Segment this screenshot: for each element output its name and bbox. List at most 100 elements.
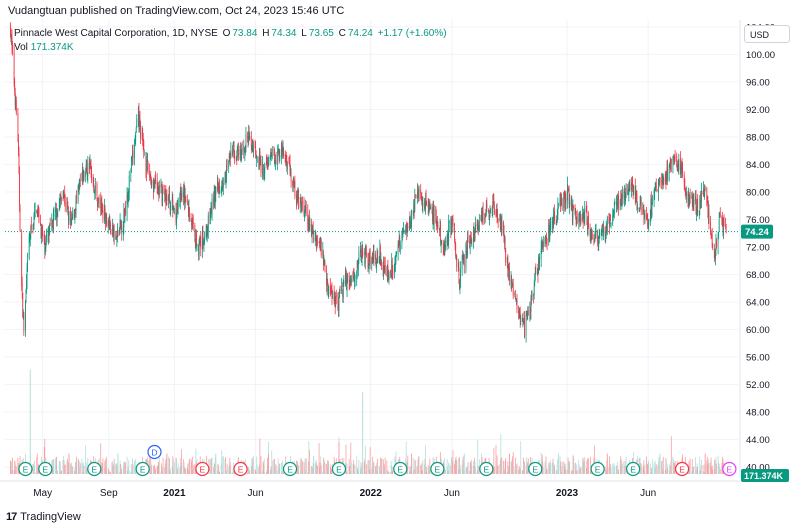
candle-body xyxy=(722,217,723,223)
candle-body xyxy=(322,249,324,256)
candle-body xyxy=(82,168,83,177)
candle-body xyxy=(41,226,43,233)
candle-body xyxy=(70,211,72,226)
candle-body xyxy=(162,191,163,205)
candle-body xyxy=(184,194,186,208)
candle-body xyxy=(435,206,437,216)
candle-body xyxy=(183,185,185,198)
candle-body xyxy=(515,299,517,300)
candle-body xyxy=(244,146,246,150)
x-tick-label: May xyxy=(33,488,52,499)
candle-body xyxy=(594,235,596,241)
candle-body xyxy=(624,191,626,199)
candle-body xyxy=(395,260,396,265)
candle-body xyxy=(489,209,491,215)
candle-body xyxy=(217,180,219,187)
candle-body xyxy=(642,208,644,214)
candle-body xyxy=(541,241,543,243)
candle-body xyxy=(575,211,576,214)
candle-body xyxy=(477,221,479,229)
event-marker-label: E xyxy=(238,464,244,474)
candle-body xyxy=(476,222,478,227)
currency-button[interactable]: USD xyxy=(744,25,790,43)
candle-body xyxy=(674,156,676,159)
candle-body xyxy=(201,231,203,250)
candle-body xyxy=(466,252,468,254)
candle-body xyxy=(512,285,514,286)
candle-body xyxy=(132,151,133,159)
candle-body xyxy=(221,183,223,186)
candle-body xyxy=(169,206,171,210)
candle-body xyxy=(667,165,668,180)
candle-body xyxy=(68,212,70,221)
candle-body xyxy=(263,167,265,178)
candle-body xyxy=(185,195,187,201)
candle-body xyxy=(184,188,186,205)
candle-body xyxy=(446,239,448,244)
candle-body xyxy=(147,162,149,171)
candle-body xyxy=(402,230,404,235)
candle-body xyxy=(670,159,672,165)
candle-body xyxy=(432,206,434,222)
candle-body xyxy=(258,159,260,169)
candle-body xyxy=(540,248,542,260)
candle-body xyxy=(85,164,87,169)
candle-body xyxy=(90,163,91,165)
y-tick-label: 76.00 xyxy=(746,215,770,226)
candle-body xyxy=(383,259,385,271)
candle-body xyxy=(232,152,233,155)
candle-body xyxy=(353,272,354,275)
candle-body xyxy=(70,220,72,225)
candle-body xyxy=(572,206,574,218)
candle-body xyxy=(680,167,682,172)
candle-body xyxy=(194,225,196,240)
candle-body xyxy=(126,195,128,215)
candle-body xyxy=(721,215,723,220)
event-marker-label: E xyxy=(630,464,636,474)
candle-body xyxy=(640,199,642,204)
candle-body xyxy=(421,197,423,203)
candle-body xyxy=(128,190,130,195)
candle-body xyxy=(172,199,174,210)
candle-body xyxy=(243,148,245,151)
candle-body xyxy=(698,211,700,214)
candle-body xyxy=(383,260,385,273)
candle-body xyxy=(339,289,340,298)
x-tick-label: Jun xyxy=(248,488,264,499)
candle-body xyxy=(636,193,638,207)
candle-body xyxy=(169,192,170,204)
candle-body xyxy=(318,241,320,243)
candle-body xyxy=(61,198,62,200)
candle-body xyxy=(106,218,108,226)
candle-body xyxy=(121,226,123,233)
candle-body xyxy=(598,240,600,247)
candle-body xyxy=(407,226,409,229)
candle-body xyxy=(93,190,95,194)
candle-body xyxy=(670,159,672,169)
candle-body xyxy=(564,199,566,208)
candle-body xyxy=(256,159,258,161)
candle-body xyxy=(462,259,464,262)
candle-body xyxy=(293,182,295,183)
candle-body xyxy=(654,186,656,187)
candle-body xyxy=(37,208,39,214)
candle-body xyxy=(619,199,621,210)
candle-body xyxy=(271,153,273,157)
candle-body xyxy=(179,200,181,201)
candle-body xyxy=(153,178,154,193)
candle-body xyxy=(414,196,416,211)
candle-body xyxy=(49,223,51,226)
candle-body xyxy=(695,195,697,214)
candle-body xyxy=(539,256,540,264)
candle-body xyxy=(617,199,619,201)
candle-body xyxy=(405,230,407,233)
candle-body xyxy=(477,221,479,229)
candle-body xyxy=(116,236,118,241)
candle-body xyxy=(564,192,566,205)
candle-body xyxy=(485,204,487,214)
y-tick-label: 40.00 xyxy=(746,463,770,474)
candle-body xyxy=(708,207,709,219)
candle-body xyxy=(226,166,228,168)
candle-body xyxy=(360,249,361,253)
